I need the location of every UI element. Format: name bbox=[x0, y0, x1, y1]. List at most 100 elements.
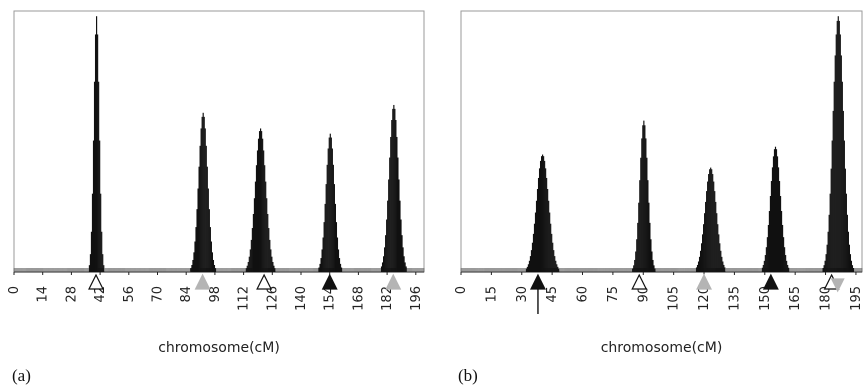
bar bbox=[321, 249, 323, 272]
x-tick-label: 182 bbox=[380, 286, 395, 311]
bar bbox=[715, 201, 717, 272]
bar bbox=[707, 181, 709, 272]
bar bbox=[542, 154, 544, 272]
bar bbox=[387, 200, 389, 272]
bar bbox=[318, 267, 320, 272]
bar bbox=[830, 168, 832, 272]
bar bbox=[535, 200, 538, 272]
bar bbox=[839, 34, 841, 273]
bar bbox=[639, 180, 641, 272]
bar bbox=[210, 241, 212, 272]
x-tick-label: 140 bbox=[294, 286, 309, 311]
bar bbox=[717, 224, 719, 272]
bar bbox=[706, 191, 708, 272]
bar bbox=[698, 256, 701, 272]
bar bbox=[255, 165, 258, 272]
bar bbox=[269, 239, 271, 272]
bar bbox=[327, 148, 329, 272]
bar bbox=[832, 110, 834, 272]
bar bbox=[788, 267, 790, 272]
bar bbox=[98, 81, 100, 272]
bar bbox=[636, 239, 638, 272]
bar bbox=[398, 179, 400, 272]
bar bbox=[339, 263, 342, 272]
bar bbox=[785, 255, 787, 272]
bar bbox=[193, 252, 195, 272]
x-tick-label: 42 bbox=[93, 286, 108, 303]
bar bbox=[322, 237, 324, 272]
x-tick-labels: 0 14 28 42 56 70 84 98 112 126 140 154 168 182 196 bbox=[7, 272, 424, 311]
bar bbox=[852, 268, 855, 272]
bar bbox=[779, 196, 782, 272]
bar bbox=[537, 177, 540, 272]
x-axis-label: chromosome(cM) bbox=[601, 340, 723, 356]
bar bbox=[783, 237, 785, 272]
bar bbox=[258, 131, 261, 272]
bar bbox=[93, 81, 96, 272]
bar bbox=[337, 249, 340, 272]
bar bbox=[763, 260, 765, 272]
bar bbox=[843, 140, 845, 272]
markers bbox=[88, 273, 402, 290]
bar bbox=[714, 191, 716, 272]
bar bbox=[333, 184, 335, 272]
bar bbox=[267, 213, 269, 272]
bar bbox=[646, 157, 648, 272]
bar bbox=[841, 81, 843, 272]
x-tick-label: 14 bbox=[36, 286, 51, 303]
bar bbox=[705, 201, 707, 272]
bar bbox=[324, 203, 326, 272]
bar bbox=[767, 224, 769, 272]
bar bbox=[782, 224, 784, 272]
bar bbox=[270, 249, 272, 272]
bar bbox=[635, 251, 637, 272]
bar bbox=[89, 254, 92, 272]
bar bbox=[323, 222, 325, 272]
bar bbox=[557, 266, 559, 272]
bar bbox=[548, 200, 550, 272]
bar bbox=[761, 267, 763, 272]
marker-gray-up-triangle bbox=[194, 273, 211, 290]
bar bbox=[203, 116, 205, 272]
x-tick-label: 0 bbox=[454, 286, 469, 294]
bar bbox=[401, 235, 403, 272]
bar bbox=[556, 264, 558, 272]
bar bbox=[393, 104, 395, 273]
bar bbox=[88, 265, 90, 272]
x-tick-label: 60 bbox=[576, 286, 591, 303]
bar bbox=[544, 160, 546, 272]
bar bbox=[632, 268, 634, 272]
bar bbox=[708, 174, 710, 272]
bar bbox=[526, 266, 528, 272]
bar bbox=[545, 168, 547, 272]
bar bbox=[262, 138, 264, 272]
bar bbox=[206, 166, 208, 272]
bar bbox=[388, 179, 390, 272]
bar bbox=[840, 55, 842, 272]
bar bbox=[555, 260, 557, 272]
bar bbox=[273, 265, 275, 272]
bar bbox=[553, 250, 555, 272]
bar bbox=[212, 259, 215, 272]
bar bbox=[775, 149, 778, 272]
bar bbox=[644, 125, 646, 273]
bar bbox=[213, 265, 216, 272]
x-tick-label: 98 bbox=[208, 286, 223, 303]
bar bbox=[823, 265, 825, 272]
bar bbox=[720, 250, 722, 272]
bar bbox=[329, 133, 331, 272]
bar bbox=[209, 227, 211, 272]
bar bbox=[695, 267, 698, 272]
bar bbox=[835, 34, 837, 273]
bar bbox=[205, 145, 207, 272]
bar bbox=[645, 138, 647, 272]
bar bbox=[539, 160, 542, 272]
bar bbox=[718, 234, 720, 272]
bar bbox=[768, 211, 771, 272]
bar bbox=[700, 243, 703, 272]
bar bbox=[529, 256, 532, 272]
bar bbox=[389, 157, 391, 272]
bar bbox=[716, 213, 718, 272]
bars bbox=[88, 16, 407, 273]
